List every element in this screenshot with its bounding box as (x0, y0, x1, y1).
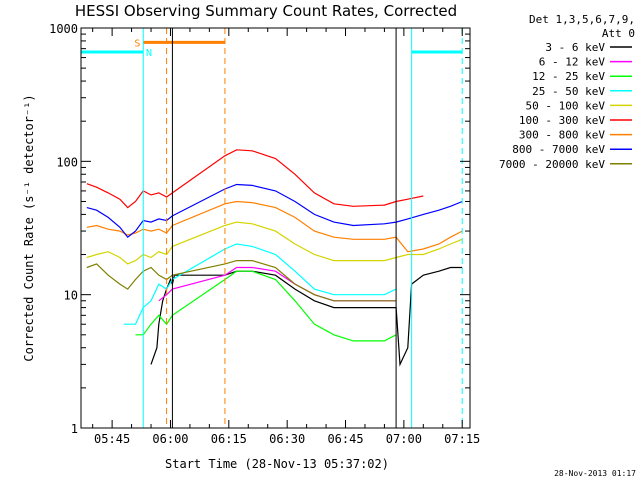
legend-label-8: 800 - 7000 keV (512, 143, 605, 156)
y-tick-label-3: 100 (56, 155, 78, 169)
x-tick-label-1: 05:45 (94, 432, 130, 446)
legend-label-6: 100 - 300 keV (519, 114, 605, 127)
overlay-layer: SN (81, 28, 463, 428)
series-line-4 (123, 243, 397, 325)
series-line-5 (86, 221, 463, 265)
y-tick-label-4: 1000 (49, 22, 78, 36)
x-tick-label-4: 06:30 (269, 432, 305, 446)
legend-label-2: 6 - 12 keV (539, 56, 606, 69)
series-line-7 (86, 200, 463, 253)
legend-label-7: 300 - 800 keV (519, 129, 605, 142)
x-axis: 05:45 06:00 06:15 06:30 06:45 07:00 07:15 (92, 28, 480, 446)
y-axis: 1 10 100 1000 (49, 22, 470, 436)
y-tick-label-1: 1 (71, 422, 78, 436)
y-axis-label: Corrected Count Rate (s⁻¹ detector⁻¹) (22, 94, 36, 361)
y-tick-label-2: 10 (64, 289, 78, 303)
annotation-s: S (134, 38, 140, 49)
legend-header-line-1: Det 1,3,5,6,7,9, (529, 13, 635, 26)
plot-frame (80, 27, 471, 429)
legend-label-3: 12 - 25 keV (532, 70, 605, 83)
series-line-8 (86, 183, 463, 239)
chart-title: HESSI Observing Summary Count Rates, Cor… (75, 2, 457, 20)
series-line-6 (86, 149, 424, 209)
x-tick-label-6: 07:00 (386, 432, 422, 446)
x-tick-label-5: 06:45 (327, 432, 363, 446)
footer-timestamp: 28-Nov-2013 01:17 (554, 469, 636, 478)
x-tick-label-2: 06:00 (152, 432, 188, 446)
legend: Det 1,3,5,6,7,9, Att 0 3 - 6 keV 6 - 12 k… (499, 13, 635, 171)
x-axis-label: Start Time (28-Nov-13 05:37:02) (165, 457, 389, 471)
legend-label-9: 7000 - 20000 keV (499, 158, 605, 171)
series-line-2 (158, 266, 397, 302)
legend-label-1: 3 - 6 keV (545, 41, 605, 54)
series-line-3 (135, 270, 397, 342)
annotation-n: N (146, 48, 152, 59)
legend-label-4: 25 - 50 keV (532, 85, 605, 98)
legend-header-line-2: Att 0 (602, 27, 635, 40)
x-tick-label-7: 07:15 (444, 432, 480, 446)
legend-label-5: 50 - 100 keV (526, 99, 606, 112)
x-tick-label-3: 06:15 (211, 432, 247, 446)
